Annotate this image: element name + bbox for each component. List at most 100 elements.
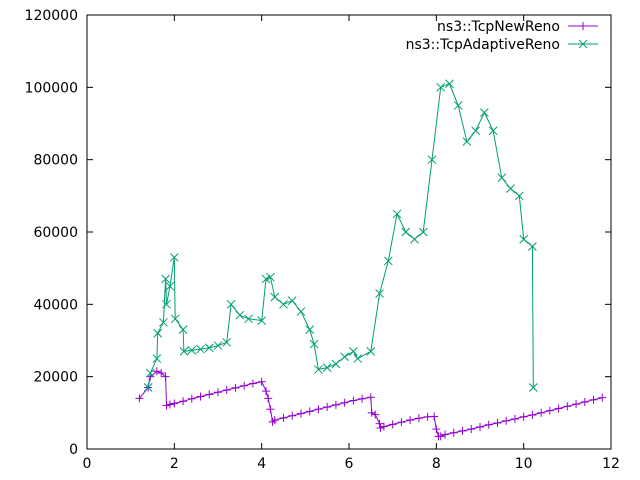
- legend-marker: [578, 39, 588, 49]
- y-tick-label: 0: [69, 442, 78, 458]
- data-point: [467, 425, 476, 434]
- data-point: [528, 242, 537, 251]
- data-point: [161, 274, 170, 284]
- data-point: [222, 386, 231, 395]
- data-point: [143, 383, 153, 392]
- data-point: [222, 337, 232, 347]
- data-point: [414, 414, 423, 423]
- data-point: [314, 405, 323, 414]
- data-point: [340, 398, 349, 407]
- x-tick-label: 6: [345, 456, 354, 472]
- data-point: [161, 372, 170, 381]
- x-tick-label: 8: [432, 456, 441, 472]
- data-point: [279, 413, 288, 422]
- data-point: [231, 383, 240, 392]
- data-point: [572, 400, 581, 409]
- data-point: [554, 404, 563, 413]
- series-layer: [135, 79, 607, 441]
- data-point: [162, 299, 171, 309]
- data-point: [598, 393, 607, 402]
- data-point: [449, 428, 458, 437]
- data-point: [480, 108, 489, 118]
- data-point: [235, 310, 245, 320]
- data-point: [244, 314, 253, 324]
- data-point: [493, 418, 502, 427]
- data-point: [179, 346, 189, 356]
- data-point: [196, 392, 205, 401]
- data-point: [152, 354, 162, 363]
- data-point: [257, 316, 267, 325]
- data-point: [506, 184, 515, 193]
- data-point: [445, 79, 454, 89]
- data-point: [589, 395, 598, 404]
- x-tick-label: 4: [257, 456, 266, 472]
- series-2: [143, 79, 538, 392]
- y-tick-label: 120000: [25, 8, 78, 24]
- data-point: [178, 325, 188, 335]
- data-point: [296, 409, 305, 418]
- x-tick-label: 12: [602, 456, 620, 472]
- data-point: [157, 369, 166, 378]
- data-point: [375, 289, 384, 298]
- data-point: [375, 419, 384, 428]
- data-point: [288, 411, 297, 420]
- data-point: [388, 420, 397, 429]
- data-point: [162, 401, 171, 410]
- data-point: [476, 422, 484, 431]
- data-point: [519, 412, 528, 421]
- data-point: [279, 299, 288, 309]
- data-point: [436, 432, 445, 441]
- data-point: [441, 430, 450, 439]
- data-point: [264, 394, 273, 403]
- legend-label: ns3::TcpAdaptiveReno: [406, 37, 560, 53]
- data-point: [366, 393, 375, 402]
- data-point: [397, 418, 406, 427]
- data-point: [270, 416, 279, 425]
- data-point: [401, 227, 411, 237]
- data-point: [514, 191, 524, 201]
- data-point: [462, 137, 472, 146]
- data-point: [528, 411, 537, 420]
- data-point: [427, 155, 437, 165]
- data-point: [214, 388, 222, 397]
- data-point: [502, 416, 511, 425]
- data-point: [528, 383, 538, 392]
- data-point: [349, 396, 358, 405]
- x-tick-label: 10: [515, 456, 533, 472]
- data-point: [153, 328, 163, 338]
- data-point: [266, 405, 275, 414]
- data-point: [432, 425, 441, 434]
- data-point: [358, 394, 367, 403]
- data-point: [349, 346, 358, 356]
- data-point: [213, 341, 223, 350]
- data-point: [159, 318, 168, 327]
- x-tick-label: 0: [83, 456, 92, 472]
- data-point: [453, 101, 463, 110]
- data-point: [268, 417, 277, 426]
- data-point: [410, 234, 419, 244]
- data-point: [226, 299, 236, 309]
- data-point: [179, 397, 188, 406]
- data-point: [366, 346, 376, 356]
- data-point: [471, 126, 480, 136]
- data-point: [436, 82, 446, 92]
- series-line: [147, 83, 534, 388]
- data-point: [537, 408, 546, 417]
- y-tick-label: 80000: [33, 153, 78, 169]
- data-point: [152, 367, 161, 376]
- legend-item: ns3::TcpAdaptiveReno: [406, 37, 598, 53]
- data-point: [305, 325, 315, 335]
- data-point: [204, 343, 214, 353]
- data-point: [545, 406, 554, 415]
- data-point: [257, 377, 266, 386]
- data-point: [205, 390, 214, 399]
- data-point: [270, 292, 280, 302]
- data-point: [376, 424, 385, 433]
- data-point: [406, 416, 415, 425]
- y-tick-label: 100000: [25, 80, 78, 96]
- legend-item: ns3::TcpNewReno: [437, 19, 598, 35]
- data-point: [510, 414, 519, 423]
- data-point: [322, 363, 332, 372]
